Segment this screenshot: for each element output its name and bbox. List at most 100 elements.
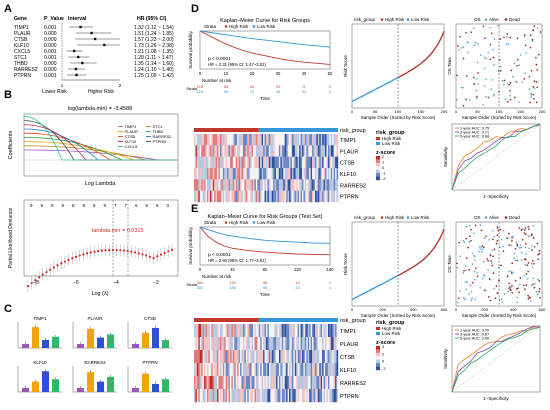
heatmap-cell: [204, 389, 206, 403]
os-point: [524, 288, 526, 291]
os-point: [468, 224, 471, 227]
heatmap-cell: [228, 134, 231, 146]
heatmap-cell: [329, 145, 331, 157]
coef-xlabel: Log Lambda: [85, 181, 117, 187]
os-point: [472, 76, 475, 79]
os-point: [520, 229, 523, 231]
os-point: [459, 36, 461, 38]
risk-table-low: 96: [263, 285, 268, 290]
os-point: [479, 224, 482, 226]
os-point: [473, 255, 476, 258]
os-point: [474, 224, 477, 227]
heatmap-cell: [290, 324, 293, 338]
coef-path-rarres2: [23, 128, 178, 161]
heatmap-cell: [304, 363, 307, 377]
heatmap-cell: [319, 134, 321, 146]
heatmap-cell: [264, 179, 267, 191]
os-point: [518, 227, 521, 230]
os-point: [459, 255, 462, 258]
os-point: [482, 25, 485, 28]
os-point: [536, 86, 539, 89]
heatmap-cell: [195, 376, 198, 390]
heatmap-cell: [322, 376, 324, 390]
heatmap-cell: [266, 168, 268, 180]
heatmap-cell: [333, 190, 336, 203]
os-point: [485, 57, 488, 60]
heatmap-cell: [270, 324, 272, 338]
roc-legend-label: 3-year AUC: 0.71: [460, 131, 489, 135]
coef-legend-label: THBD: [153, 129, 164, 134]
heatmap-cell: [217, 179, 219, 191]
heatmap-cell: [276, 134, 278, 146]
heatmap-cell: [306, 337, 308, 351]
os-point: [529, 46, 532, 49]
heatmap-cell: [261, 350, 264, 364]
os-point: [538, 290, 541, 293]
heatmap-cell: [260, 145, 262, 157]
os-point: [474, 298, 477, 301]
heatmap-cell: [206, 179, 209, 191]
heatmap-cell: [195, 337, 198, 351]
heatmap-cell: [260, 363, 262, 377]
heatmap-cell: [250, 134, 252, 146]
heatmap-cell: [232, 350, 235, 364]
heatmap-cell: [277, 363, 280, 377]
lasso-title: log(lambda.min) = -3.4588: [68, 106, 132, 112]
heatmap-cell: [333, 179, 336, 191]
os-xtick: 600: [539, 307, 546, 312]
heatmap-cell: [238, 389, 241, 403]
km-xlabel: Time: [260, 292, 270, 297]
heatmap-legend-low-swatch: [376, 142, 380, 145]
os-point: [533, 80, 536, 82]
heatmap-cell: [326, 168, 329, 180]
heatmap-cell: [284, 376, 287, 390]
heatmap-cell: [325, 168, 327, 180]
heatmap-cell: [300, 350, 303, 364]
os-point: [527, 262, 530, 264]
coef-path-plaur: [23, 141, 178, 161]
heatmap-cell: [230, 168, 232, 180]
heatmap-cell: [240, 363, 242, 377]
risk-table-title: Number at risk: [202, 78, 232, 83]
os-legend-title: OS: [474, 215, 481, 220]
heatmap-cell: [202, 168, 205, 180]
heatmap-cell: [201, 389, 203, 403]
heatmap-cell: [240, 179, 242, 191]
heatmap-cell: [253, 376, 255, 390]
heatmap-cell: [247, 376, 249, 390]
heatmap-cell: [277, 350, 280, 364]
heatmap-cell: [225, 337, 228, 351]
os-point: [519, 54, 522, 56]
heatmap-cell: [310, 168, 313, 180]
os-point: [499, 65, 502, 68]
heatmap-cell: [230, 376, 232, 390]
heatmap-cell: [278, 190, 281, 203]
heatmap-cell: [274, 168, 277, 180]
heatmap-cell: [219, 145, 222, 157]
heatmap-cell: [332, 168, 334, 180]
heatmap-cell: [327, 145, 330, 157]
os-point: [533, 262, 535, 265]
heatmap-cell: [245, 389, 248, 403]
heatmap-cell: [195, 134, 198, 146]
os-point: [530, 284, 533, 287]
heatmap-cell: [224, 156, 226, 169]
os-point: [462, 57, 465, 60]
heatmap-cell: [254, 145, 257, 157]
os-point: [501, 245, 504, 248]
heatmap-cell: [276, 190, 278, 203]
heatmap-cell: [266, 350, 268, 364]
heatmap-cell: [300, 337, 303, 351]
heatmap-cell: [199, 324, 202, 338]
km-xtick: 40: [230, 267, 235, 272]
heatmap-cell: [224, 179, 226, 191]
os-point: [526, 277, 529, 280]
cv-top-count: 5: [156, 203, 159, 208]
km-legend-strata: Strata: [204, 24, 217, 29]
heatmap-cell: [333, 363, 336, 377]
os-point: [456, 74, 458, 77]
heatmap-cell: [238, 145, 241, 157]
os-legend-alive: Alive: [489, 215, 499, 220]
heatmap-cell: [232, 190, 235, 203]
heatmap-cell: [286, 363, 288, 377]
